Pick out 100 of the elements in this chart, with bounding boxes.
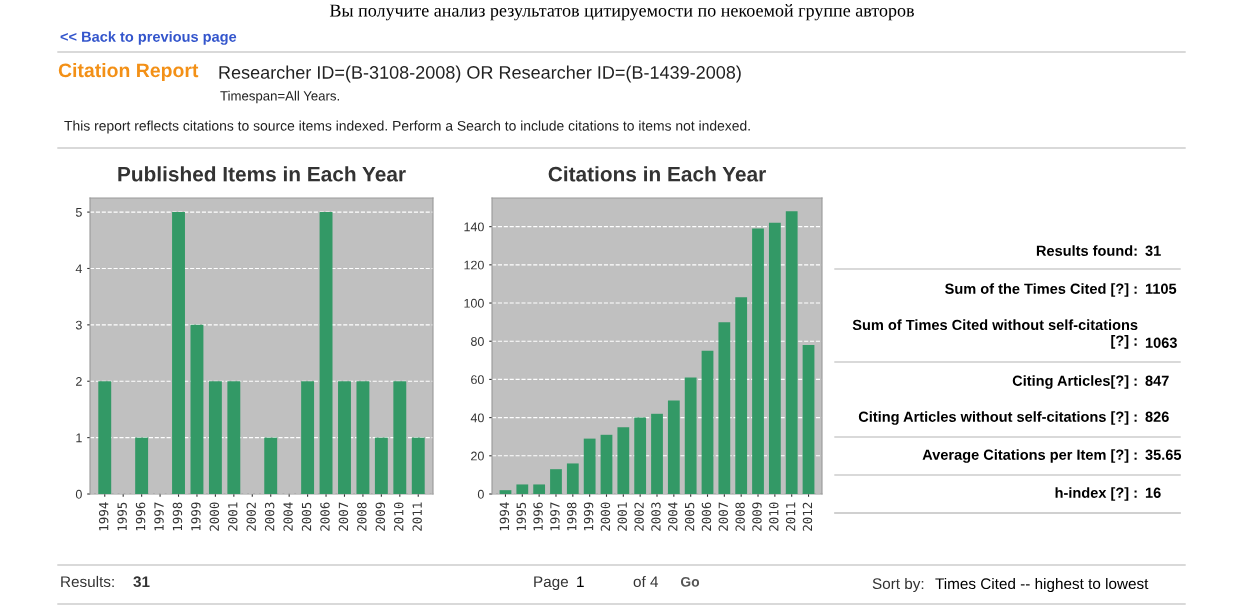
x-tick-label: 2005: [684, 502, 695, 531]
x-tick-label: 2002: [634, 502, 644, 531]
bar: [411, 437, 425, 494]
bar: [667, 400, 680, 494]
y-tick-label: 4: [75, 264, 82, 274]
x-tick-label: 2010: [769, 502, 779, 531]
x-tick-label: 2009: [375, 502, 386, 531]
bar: [768, 222, 781, 494]
text: Results:: [61, 575, 114, 588]
bar: [356, 381, 370, 494]
x-tick-label: 2009: [752, 502, 762, 531]
y-tick-label: 60: [471, 375, 484, 385]
text: Times Cited -- highest to lowest: [935, 577, 1149, 593]
x-tick-label: 1999: [191, 502, 201, 531]
x-tick-label: 2005: [301, 502, 312, 531]
bar: [583, 438, 596, 494]
text: Sum of the Times Cited [?] :: [945, 283, 1137, 297]
x-tick-label: 2006: [320, 502, 330, 531]
text: 1: [577, 576, 584, 587]
text: 35.65: [1145, 449, 1182, 460]
text: Citation Report: [58, 62, 199, 82]
text: Citing Articles[?] :: [1012, 375, 1137, 389]
x-tick-label: 1994: [98, 502, 109, 531]
bar: [617, 427, 630, 494]
text: Timespan=All Years.: [220, 90, 339, 104]
y-tick-label: 1: [76, 433, 82, 443]
bar: [651, 413, 663, 494]
bar: [701, 350, 714, 494]
x-tick-label: 2002: [246, 502, 256, 531]
y-tick-label: 2: [76, 377, 82, 386]
x-tick-label: 2010: [394, 502, 404, 531]
text: Sort by:: [872, 577, 924, 593]
x-tick-label: 2001: [617, 502, 627, 531]
bar: [135, 437, 149, 494]
y-tick-label: 0: [477, 489, 484, 499]
y-tick-label: 20: [471, 451, 484, 461]
y-tick-label: 5: [75, 208, 82, 217]
x-tick-label: 1994: [499, 502, 510, 531]
x-tick-label: 2000: [209, 502, 220, 531]
y-tick-label: 100: [464, 298, 484, 308]
bar: [735, 297, 748, 494]
bar: [600, 434, 613, 494]
bar: [566, 463, 579, 494]
y-tick-label: 80: [471, 337, 484, 346]
y-tick-label: 40: [470, 413, 484, 423]
bar: [499, 490, 512, 494]
text: 1063: [1145, 337, 1177, 348]
bar: [319, 212, 333, 494]
bar: [374, 437, 388, 494]
x-tick-label: 1996: [135, 502, 146, 531]
x-tick-label: 1997: [154, 502, 164, 531]
bar: [634, 417, 647, 494]
text: Citing Articles without self-citations [?] :: [858, 411, 1137, 425]
text: << Back to previous page: [60, 31, 237, 45]
text: Page: [534, 576, 568, 591]
bar: [98, 381, 112, 494]
x-tick-label: 2012: [802, 502, 813, 531]
text: 847: [1145, 375, 1169, 386]
x-tick-label: 2008: [357, 502, 367, 531]
y-tick-label: 120: [464, 260, 484, 270]
bar: [533, 484, 546, 494]
text: 31: [133, 576, 150, 588]
text: 16: [1145, 487, 1161, 498]
bar: [550, 469, 562, 494]
text: of 4: [633, 575, 659, 588]
text: Researcher ID=(B-3108-2008) OR Researcher ID=(B-1439-2008): [219, 65, 741, 83]
text: This report reflects citations to source items indexed. Perform a Search to include citations to items not indexed.: [64, 120, 750, 134]
x-tick-label: 2008: [735, 502, 745, 531]
bar: [718, 322, 731, 494]
bar: [338, 381, 351, 494]
y-tick-label: 3: [75, 320, 82, 330]
bar: [172, 212, 185, 494]
bar: [264, 437, 278, 494]
x-tick-label: 2007: [338, 502, 349, 531]
text: Average Citations per Item [?] :: [922, 449, 1137, 463]
x-tick-label: 2000: [600, 502, 611, 531]
x-tick-label: 1995: [117, 502, 127, 531]
x-tick-label: 2007: [718, 502, 729, 531]
bar: [684, 377, 697, 494]
bar: [208, 381, 222, 494]
text: Go: [680, 576, 700, 587]
y-tick-label: 140: [464, 222, 484, 232]
chart-title: Citations in Each Year: [548, 166, 766, 182]
bar: [802, 345, 815, 494]
text: h-index [?] :: [1055, 487, 1137, 501]
text: 1105: [1145, 283, 1177, 294]
bar: [752, 228, 764, 494]
bar: [516, 484, 529, 494]
bar: [190, 324, 204, 494]
text: Sum of Times Cited without self-citations [?] :: [852, 319, 1138, 349]
x-tick-label: 2003: [651, 502, 661, 531]
bar: [301, 381, 315, 494]
x-tick-label: 1998: [172, 502, 183, 531]
x-tick-label: 2004: [668, 502, 678, 531]
text: 826: [1145, 411, 1169, 422]
bar: [785, 211, 798, 494]
x-tick-label: 1998: [567, 502, 577, 531]
x-tick-label: 2003: [264, 502, 275, 531]
x-tick-label: 2011: [412, 502, 422, 531]
text: 31: [1145, 245, 1161, 256]
